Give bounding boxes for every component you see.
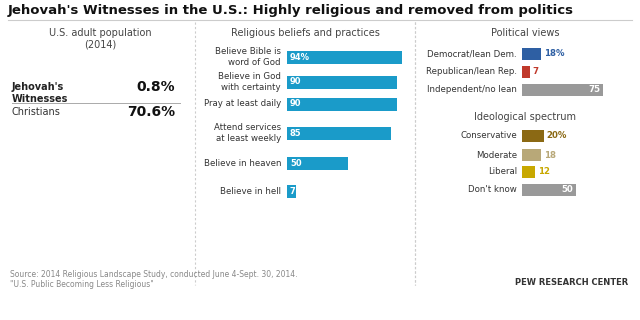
Text: Liberal: Liberal [488, 167, 517, 177]
Text: 18: 18 [545, 150, 556, 159]
Text: PEW RESEARCH CENTER: PEW RESEARCH CENTER [515, 278, 628, 287]
Bar [287, 185, 296, 197]
Text: Religious beliefs and practices: Religious beliefs and practices [230, 28, 380, 38]
Bar [522, 149, 541, 161]
Text: Pray at least daily: Pray at least daily [204, 100, 281, 108]
Text: 7: 7 [290, 187, 296, 196]
Bar [522, 66, 529, 78]
Bar [287, 51, 402, 63]
Text: Jehovah's Witnesses in the U.S.: Highly religious and removed from politics: Jehovah's Witnesses in the U.S.: Highly … [8, 4, 574, 17]
Text: Believe Bible is
word of God: Believe Bible is word of God [215, 47, 281, 67]
Text: Moderate: Moderate [476, 150, 517, 159]
Text: Conservative: Conservative [460, 132, 517, 140]
Text: 70.6%: 70.6% [127, 105, 175, 119]
Text: U.S. adult population
(2014): U.S. adult population (2014) [49, 28, 151, 50]
Text: Democrat/lean Dem.: Democrat/lean Dem. [428, 50, 517, 59]
Text: 0.8%: 0.8% [136, 80, 175, 94]
Bar [522, 84, 603, 96]
Text: 85: 85 [290, 129, 301, 138]
Bar [522, 130, 543, 142]
Text: 90: 90 [290, 77, 301, 86]
Bar [522, 48, 541, 60]
Text: 7: 7 [532, 68, 539, 76]
Text: Source: 2014 Religious Landscape Study, conducted June 4-Sept. 30, 2014.
"U.S. P: Source: 2014 Religious Landscape Study, … [10, 270, 298, 289]
Text: Believe in heaven: Believe in heaven [204, 158, 281, 167]
Bar [287, 156, 348, 170]
Text: 20%: 20% [547, 132, 567, 140]
Text: Jehovah's
Witnesses: Jehovah's Witnesses [12, 82, 68, 104]
Text: Christians: Christians [12, 107, 61, 117]
Text: Political views: Political views [491, 28, 559, 38]
Text: 94%: 94% [290, 52, 310, 61]
Text: 50: 50 [561, 186, 573, 195]
Text: 12: 12 [538, 167, 550, 177]
Text: Don't know: Don't know [468, 186, 517, 195]
Text: Independent/no lean: Independent/no lean [427, 85, 517, 94]
Text: Republican/lean Rep.: Republican/lean Rep. [426, 68, 517, 76]
Text: Attend services
at least weekly: Attend services at least weekly [214, 123, 281, 143]
Text: Ideological spectrum: Ideological spectrum [474, 112, 576, 122]
Text: 90: 90 [290, 100, 301, 108]
Text: 18%: 18% [545, 50, 565, 59]
Text: 75: 75 [588, 85, 600, 94]
Bar [287, 76, 397, 89]
Bar [522, 166, 535, 178]
Text: Believe in hell: Believe in hell [220, 187, 281, 196]
Text: 50: 50 [290, 158, 301, 167]
Bar [522, 184, 576, 196]
Bar [287, 126, 390, 140]
Bar [287, 98, 397, 110]
Text: Believe in God
with certainty: Believe in God with certainty [218, 72, 281, 92]
